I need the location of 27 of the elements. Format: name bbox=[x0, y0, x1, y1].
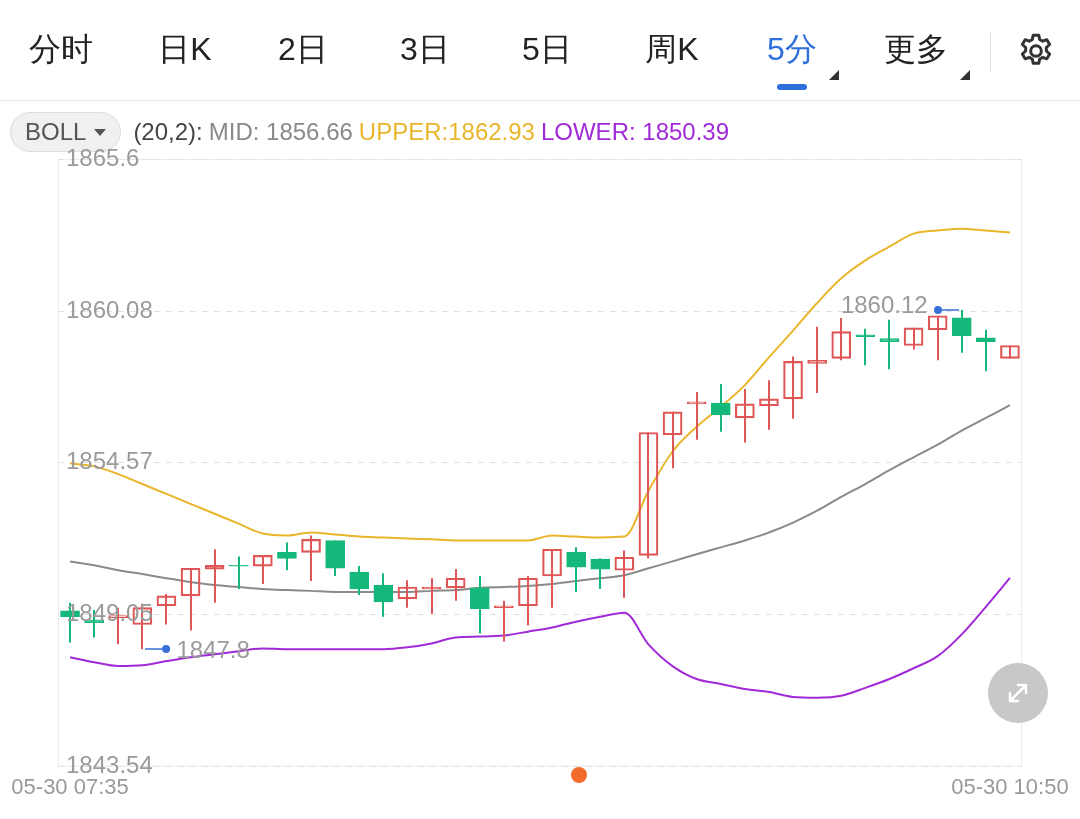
text: LOWER: 1850.39 bbox=[540, 118, 730, 146]
text: 日K bbox=[158, 30, 212, 69]
x-tick-label: 05-30 10:50 bbox=[951, 773, 1069, 799]
candlestick bbox=[421, 577, 442, 615]
text: 更多 bbox=[884, 30, 948, 69]
text: 2日 bbox=[278, 30, 328, 69]
text: (20,2): bbox=[133, 118, 203, 146]
candlestick bbox=[710, 383, 731, 433]
candlestick bbox=[855, 327, 876, 367]
text: MID: 1856.66 bbox=[208, 118, 353, 146]
annotation: 1860.12 bbox=[840, 290, 928, 318]
text: 分时 bbox=[29, 30, 93, 69]
candlestick bbox=[277, 541, 297, 572]
y-tick-label: 1860.08 bbox=[66, 295, 153, 323]
text: 5分 bbox=[767, 30, 817, 69]
text: UPPER:1862.93 bbox=[358, 118, 535, 146]
text: 3日 bbox=[400, 30, 450, 69]
line-series bbox=[69, 576, 1011, 699]
candlestick bbox=[686, 391, 707, 441]
candlestick bbox=[228, 555, 249, 590]
y-tick-label: 1854.57 bbox=[66, 447, 153, 475]
text: BOLL bbox=[25, 118, 87, 146]
candlestick bbox=[469, 575, 490, 635]
text: 周K bbox=[645, 30, 699, 69]
candlestick bbox=[590, 557, 611, 590]
line-series bbox=[69, 227, 1011, 542]
text: 5日 bbox=[522, 30, 572, 69]
